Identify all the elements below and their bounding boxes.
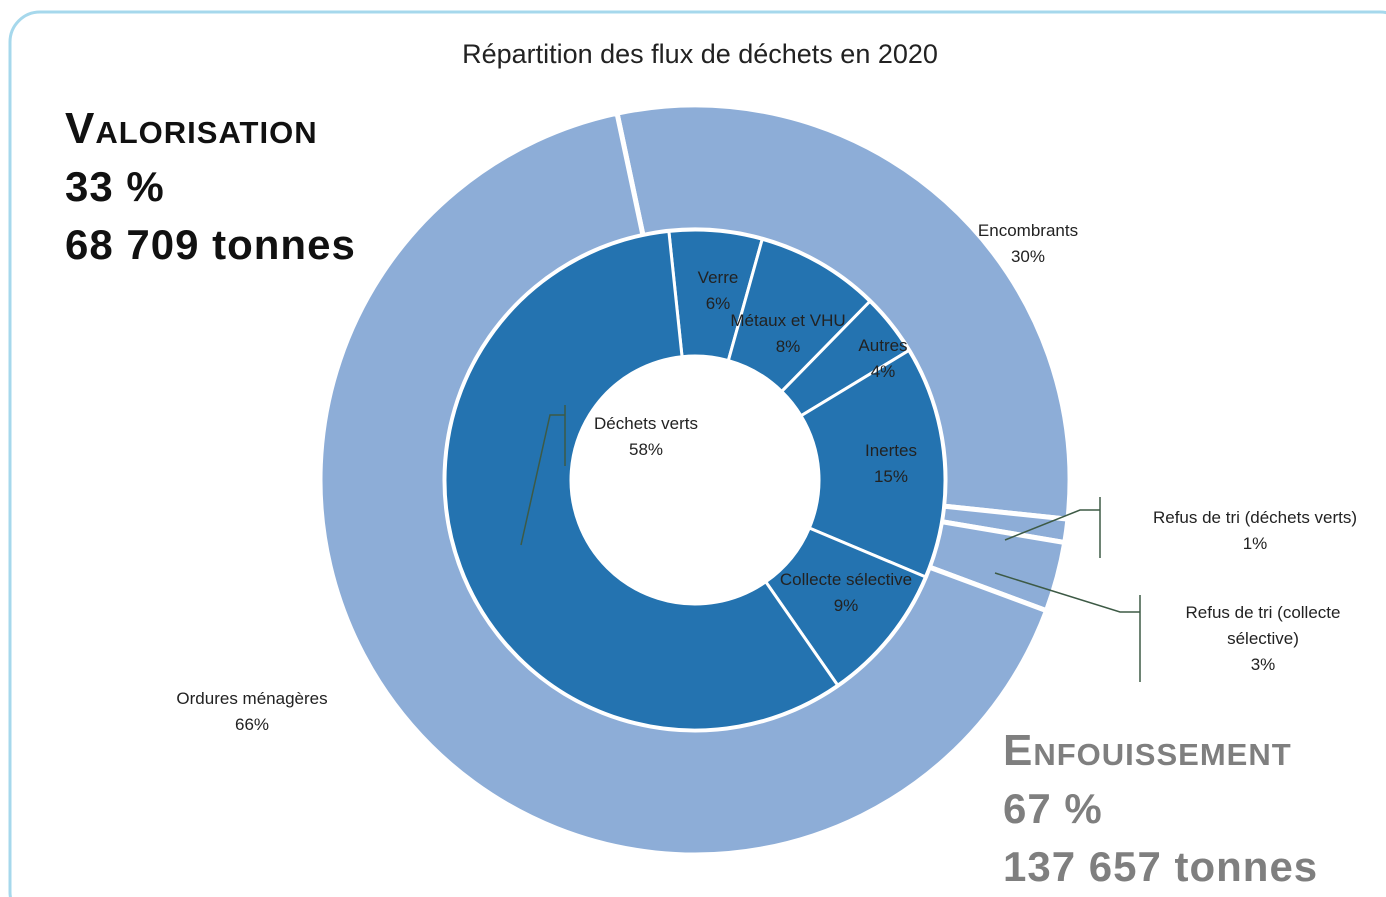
frame bbox=[8, 10, 1386, 897]
annotation-title: Enfouissement bbox=[1003, 726, 1292, 775]
slice-label: Inertes 15% bbox=[865, 438, 917, 490]
label-text: Déchets verts bbox=[594, 414, 698, 433]
chart-title: Répartition des flux de déchets en 2020 bbox=[462, 39, 938, 69]
label-text: Verre bbox=[697, 268, 739, 287]
label-text: 66% bbox=[234, 715, 270, 734]
label-text: Inertes bbox=[865, 441, 917, 460]
slice-label: Verre 6% bbox=[698, 265, 739, 317]
annotation-tonnage: 68 709 tonnes bbox=[65, 221, 356, 268]
annotation: Valorisation 33 % 68 709 tonnes bbox=[65, 100, 356, 274]
label-text: 58% bbox=[628, 440, 664, 459]
donut-slice bbox=[799, 348, 947, 579]
slice-label: Autres 4% bbox=[858, 333, 907, 385]
leader-lines bbox=[520, 405, 1141, 682]
label-text: 15% bbox=[873, 467, 909, 486]
donut-slice bbox=[443, 229, 840, 732]
slice-label: Refus de tri (déchets verts) 1% bbox=[1153, 505, 1357, 557]
slice-label: Encombrants 30% bbox=[978, 218, 1078, 270]
label-text: 4% bbox=[870, 362, 896, 381]
label-text: 1% bbox=[1242, 534, 1268, 553]
annotation-percent: 33 % bbox=[65, 163, 165, 210]
slice-label: Refus de tri (collecte sélective) 3% bbox=[1163, 600, 1363, 678]
label-text: 3% bbox=[1250, 655, 1276, 674]
annotation: Enfouissement 67 % 137 657 tonnes bbox=[1003, 722, 1318, 896]
annotation-title: Valorisation bbox=[65, 104, 318, 153]
label-text: 30% bbox=[1010, 247, 1046, 266]
annotation-tonnage: 137 657 tonnes bbox=[1003, 843, 1319, 890]
label-text: 8% bbox=[775, 337, 801, 356]
slice-label: Ordures ménagères 66% bbox=[176, 686, 327, 738]
label-text: Ordures ménagères bbox=[176, 689, 328, 708]
slice-label: Métaux et VHU 8% bbox=[730, 308, 845, 360]
label-text: Collecte sélective bbox=[779, 570, 913, 589]
slice-label: Déchets verts 58% bbox=[594, 411, 698, 463]
label-text: Autres bbox=[858, 336, 908, 355]
label-text: Refus de tri (déchets verts) bbox=[1152, 508, 1358, 527]
label-text: Refus de tri (collecte sélective) bbox=[1185, 603, 1341, 648]
label-text: Métaux et VHU bbox=[730, 311, 846, 330]
slice-label: Collecte sélective 9% bbox=[780, 567, 912, 619]
label-text: 9% bbox=[833, 596, 859, 615]
label-text: 6% bbox=[705, 294, 731, 313]
label-text: Encombrants bbox=[977, 221, 1079, 240]
annotation-percent: 67 % bbox=[1003, 785, 1103, 832]
